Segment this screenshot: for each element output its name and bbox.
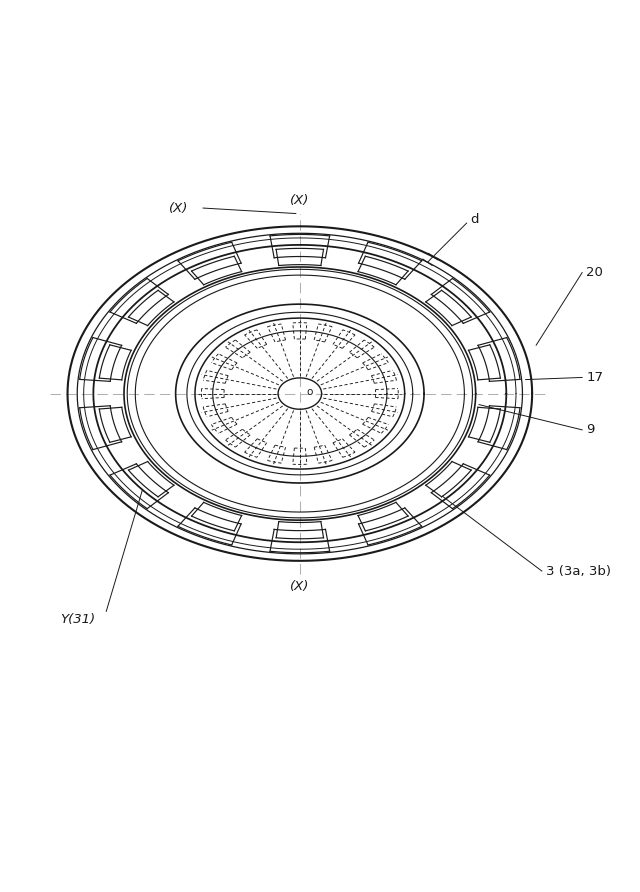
Text: 9: 9	[586, 424, 595, 436]
Text: Y(31): Y(31)	[60, 613, 95, 626]
Text: 17: 17	[586, 371, 603, 384]
Text: d: d	[470, 212, 479, 226]
Text: 20: 20	[586, 266, 603, 279]
Text: (X): (X)	[169, 202, 189, 215]
Text: 3 (3a, 3b): 3 (3a, 3b)	[546, 565, 611, 577]
Text: o: o	[307, 387, 313, 397]
Text: (X): (X)	[290, 580, 310, 593]
Text: (X): (X)	[290, 194, 310, 207]
